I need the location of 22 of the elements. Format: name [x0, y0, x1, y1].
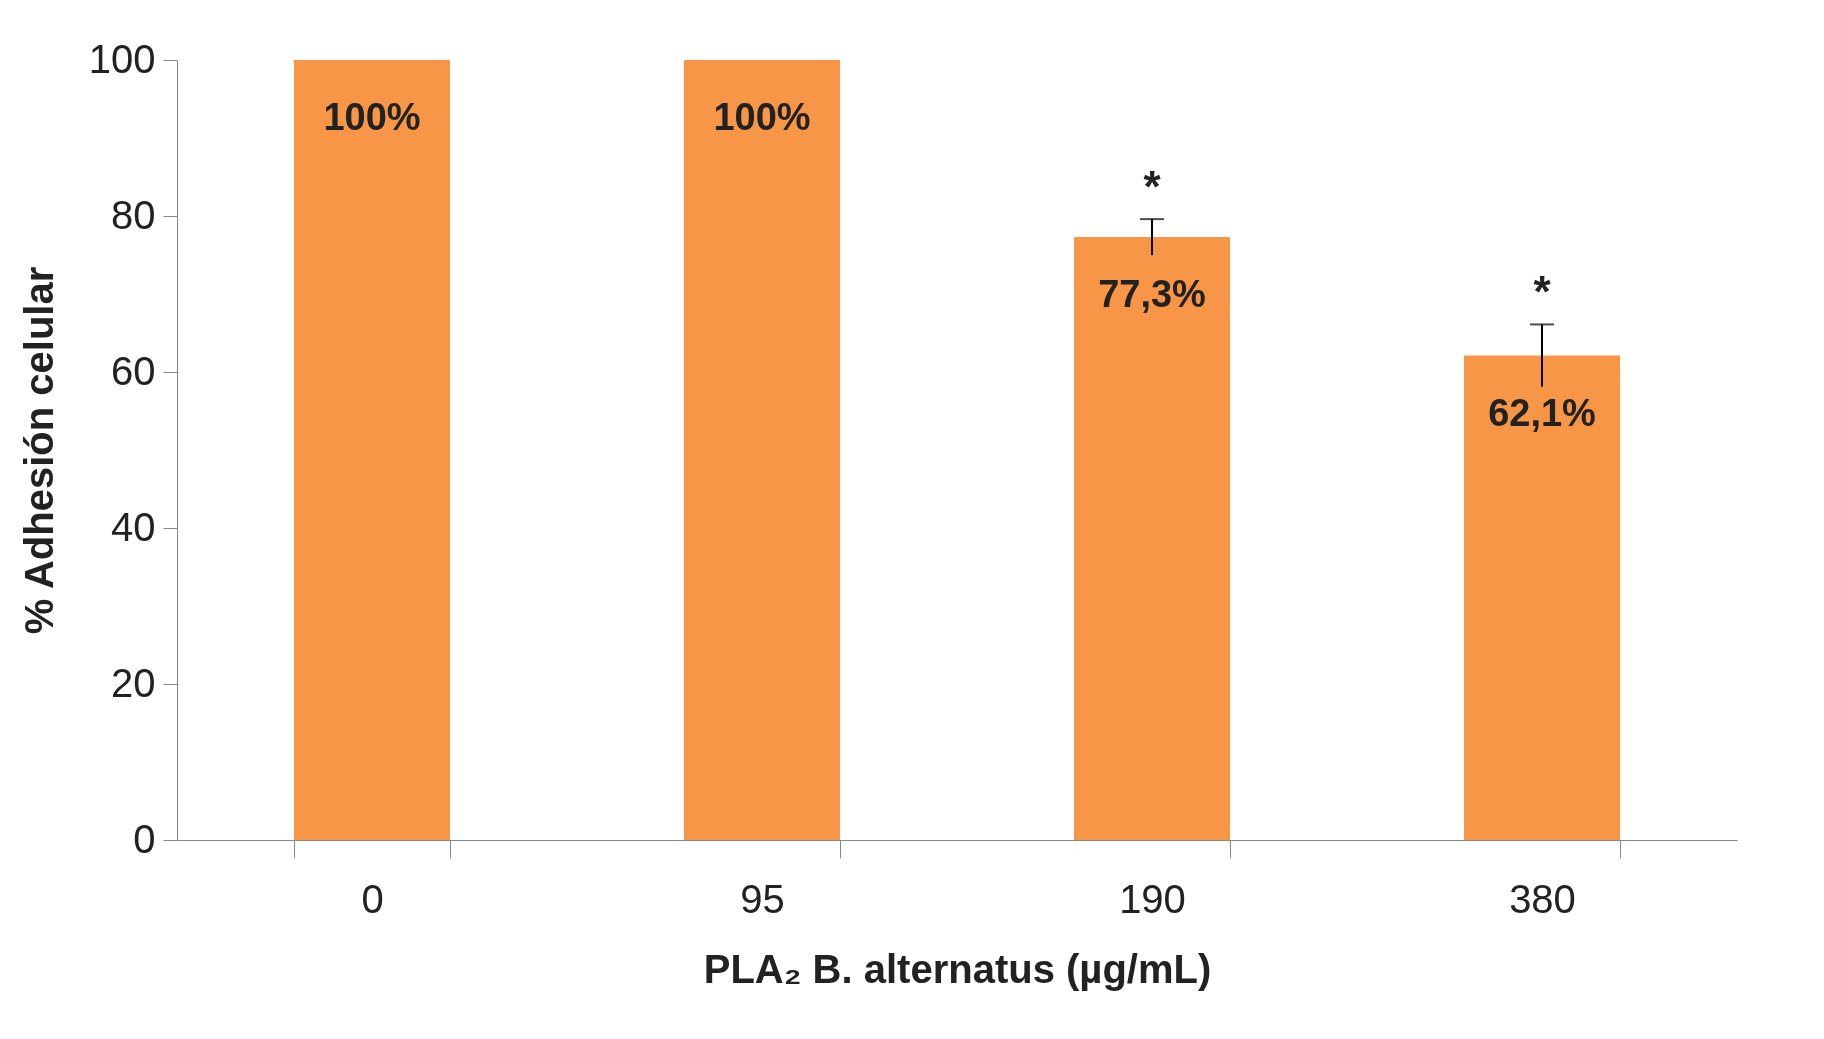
y-tick-label: 80 — [111, 192, 156, 237]
x-axis-title: PLA₂ B. alternatus (µg/mL) — [703, 946, 1212, 991]
data-label: 100% — [323, 96, 421, 138]
y-tick-label: 100 — [88, 36, 156, 81]
bar — [1464, 355, 1620, 840]
x-tick-label: 190 — [1119, 876, 1186, 921]
bar — [1074, 237, 1230, 840]
data-label: 62,1% — [1488, 391, 1596, 434]
y-axis-title: % Adhesión celular — [16, 266, 61, 635]
data-label: 100% — [713, 96, 811, 138]
y-tick-label: 0 — [133, 816, 156, 861]
y-tick-label: 60 — [111, 348, 156, 393]
data-label: 77,3% — [1098, 273, 1206, 316]
x-tick-label: 380 — [1509, 876, 1576, 921]
y-tick-label: 20 — [111, 660, 156, 705]
x-tick-label: 95 — [740, 876, 785, 921]
y-tick-label: 40 — [111, 504, 156, 549]
bar — [294, 60, 450, 840]
annotation: * — [1143, 162, 1162, 212]
x-tick-label: 0 — [361, 876, 384, 921]
annotation: * — [1533, 267, 1552, 317]
bar — [684, 60, 840, 840]
